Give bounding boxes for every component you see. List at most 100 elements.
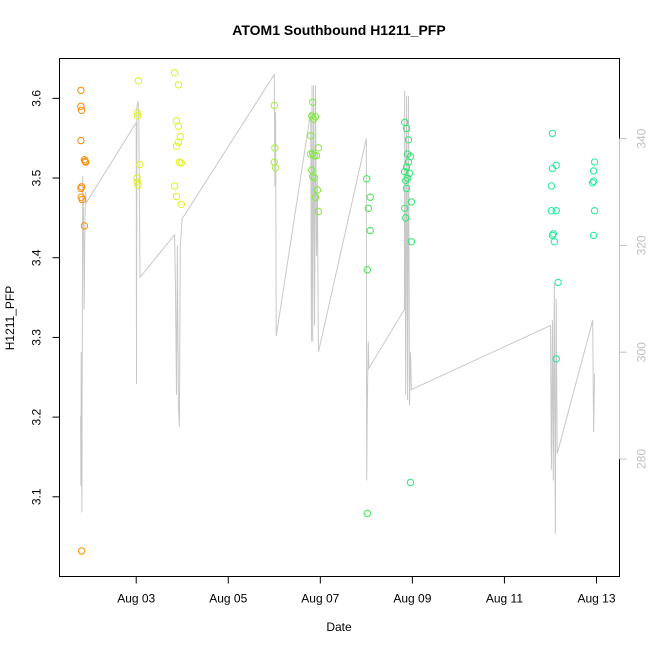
data-point bbox=[133, 109, 141, 117]
x-tick-label: Aug 05 bbox=[209, 592, 247, 606]
y2-tick-label: 300 bbox=[635, 342, 649, 362]
data-point bbox=[78, 195, 86, 204]
x-axis: Aug 03 Aug 05 Aug 07 Aug 09 Aug 11 Aug 13 bbox=[117, 576, 616, 606]
data-point bbox=[133, 178, 141, 186]
data-point bbox=[550, 238, 558, 246]
data-point bbox=[313, 186, 322, 194]
data-point bbox=[589, 177, 598, 185]
data-point bbox=[402, 184, 411, 193]
data-point bbox=[310, 174, 319, 182]
y-tick-label: 3.1 bbox=[30, 488, 44, 505]
x-tick-label: Aug 09 bbox=[393, 592, 431, 606]
x-tick-label: Aug 13 bbox=[577, 592, 615, 606]
y-axis: 3.1 3.2 3.3 3.4 3.5 3.6 bbox=[30, 90, 60, 505]
data-point bbox=[133, 112, 142, 120]
secondary-series bbox=[80, 72, 596, 534]
data-point bbox=[548, 164, 557, 173]
data-point bbox=[134, 77, 143, 85]
data-point bbox=[80, 222, 89, 230]
data-point bbox=[174, 81, 183, 89]
data-point bbox=[77, 547, 86, 555]
data-point bbox=[548, 231, 557, 240]
y-tick-label: 3.3 bbox=[30, 329, 44, 346]
data-point bbox=[174, 138, 183, 146]
data-point bbox=[177, 200, 186, 209]
data-point bbox=[549, 230, 557, 238]
data-point bbox=[589, 231, 598, 240]
secondary-series-line bbox=[80, 72, 596, 534]
data-point bbox=[134, 181, 142, 189]
data-point bbox=[170, 182, 179, 190]
data-point bbox=[271, 144, 279, 152]
data-point bbox=[309, 115, 318, 123]
data-point bbox=[552, 355, 560, 363]
data-point bbox=[363, 175, 371, 183]
data-point bbox=[406, 478, 415, 487]
y-tick-label: 3.5 bbox=[30, 169, 44, 186]
data-point bbox=[405, 169, 414, 178]
chart-title: ATOM1 Southbound H1211_PFP bbox=[232, 22, 445, 38]
data-point bbox=[77, 184, 85, 193]
y-tick-label: 3.4 bbox=[30, 249, 44, 266]
y2-tick-label: 280 bbox=[635, 449, 649, 469]
x-tick-label: Aug 07 bbox=[301, 592, 339, 606]
data-point bbox=[270, 158, 278, 166]
plot-frame bbox=[59, 58, 620, 577]
data-point bbox=[402, 163, 411, 171]
y-tick-label: 3.6 bbox=[30, 90, 44, 107]
x-tick-label: Aug 11 bbox=[486, 592, 523, 606]
data-point bbox=[311, 193, 320, 201]
data-point bbox=[403, 174, 412, 182]
data-point bbox=[364, 204, 372, 213]
data-point bbox=[547, 207, 556, 215]
data-point bbox=[77, 136, 85, 145]
data-point bbox=[547, 182, 556, 190]
data-point bbox=[363, 266, 371, 274]
data-point bbox=[309, 172, 317, 181]
data-point bbox=[174, 122, 183, 130]
data-point bbox=[77, 102, 85, 111]
data-point bbox=[170, 69, 179, 77]
data-point bbox=[404, 136, 413, 144]
data-point bbox=[401, 168, 409, 176]
y2-tick-label: 340 bbox=[635, 128, 649, 148]
data-point bbox=[407, 198, 416, 206]
data-point bbox=[407, 238, 416, 246]
x-tick-label: Aug 03 bbox=[117, 592, 155, 606]
data-point bbox=[590, 158, 599, 166]
data-point bbox=[589, 167, 598, 175]
data-point bbox=[271, 164, 280, 172]
y2-tick-label: 320 bbox=[635, 235, 649, 255]
data-points bbox=[77, 69, 599, 555]
data-point bbox=[309, 98, 317, 107]
data-point bbox=[552, 207, 560, 215]
data-point bbox=[77, 106, 86, 115]
data-point bbox=[314, 144, 323, 152]
data-point bbox=[312, 152, 321, 160]
data-point bbox=[548, 129, 557, 138]
data-point bbox=[590, 207, 599, 215]
data-point bbox=[366, 193, 374, 201]
data-point bbox=[554, 278, 562, 287]
data-point bbox=[363, 509, 371, 518]
data-point bbox=[136, 160, 144, 169]
data-point bbox=[402, 124, 411, 133]
data-point bbox=[81, 157, 89, 166]
data-point bbox=[133, 174, 141, 182]
data-point bbox=[402, 214, 410, 222]
data-point bbox=[401, 204, 409, 213]
data-point bbox=[82, 158, 90, 166]
data-point bbox=[366, 226, 374, 235]
data-point bbox=[77, 86, 85, 95]
data-point bbox=[309, 149, 317, 158]
y-tick-label: 3.2 bbox=[30, 408, 44, 425]
data-point bbox=[177, 159, 186, 167]
data-point bbox=[402, 176, 410, 185]
data-point bbox=[307, 132, 315, 140]
data-point bbox=[310, 152, 319, 160]
y2-axis: 280 300 320 340 bbox=[619, 128, 649, 469]
data-point bbox=[172, 142, 181, 150]
data-point bbox=[270, 101, 278, 110]
y-axis-label: H1211_PFP bbox=[3, 286, 17, 350]
